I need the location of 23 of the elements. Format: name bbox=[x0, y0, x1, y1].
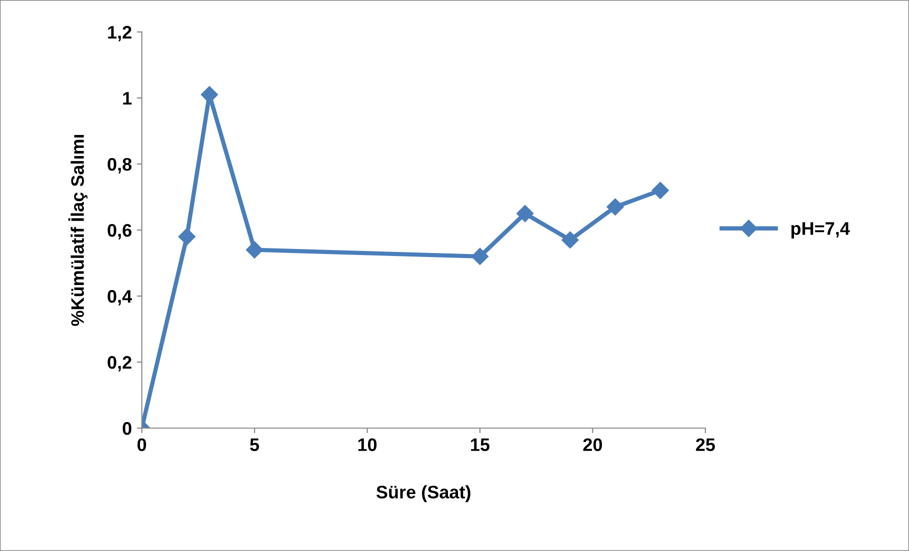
point bbox=[562, 231, 579, 248]
y-tick-label: 1,2 bbox=[108, 26, 132, 42]
y-tick-label: 0 bbox=[122, 422, 132, 435]
y-tick-label: 0,2 bbox=[108, 356, 132, 372]
point bbox=[471, 248, 489, 266]
x-axis-title: Süre (Saat) bbox=[376, 485, 470, 502]
point bbox=[246, 241, 264, 258]
x-tick-label: 25 bbox=[696, 438, 715, 452]
x-tick-label: 20 bbox=[583, 438, 602, 452]
x-tick-label: 5 bbox=[250, 438, 260, 452]
point bbox=[178, 228, 196, 246]
y-axis-title: %Kümülatif İlaç Salımı bbox=[68, 134, 88, 326]
y-tick-label: 0,4 bbox=[108, 290, 132, 306]
x-tick-label: 0 bbox=[137, 438, 146, 452]
x-tick-label: 10 bbox=[358, 438, 377, 452]
x-tick-label: 15 bbox=[471, 438, 490, 452]
point bbox=[652, 182, 669, 199]
point bbox=[606, 198, 624, 216]
y-tick-label: 1 bbox=[123, 92, 132, 105]
point bbox=[516, 204, 534, 222]
legend-label: pH=7,4 bbox=[791, 222, 850, 238]
y-tick-label: 0,6 bbox=[108, 224, 132, 240]
y-tick-label: 0,8 bbox=[108, 158, 132, 174]
